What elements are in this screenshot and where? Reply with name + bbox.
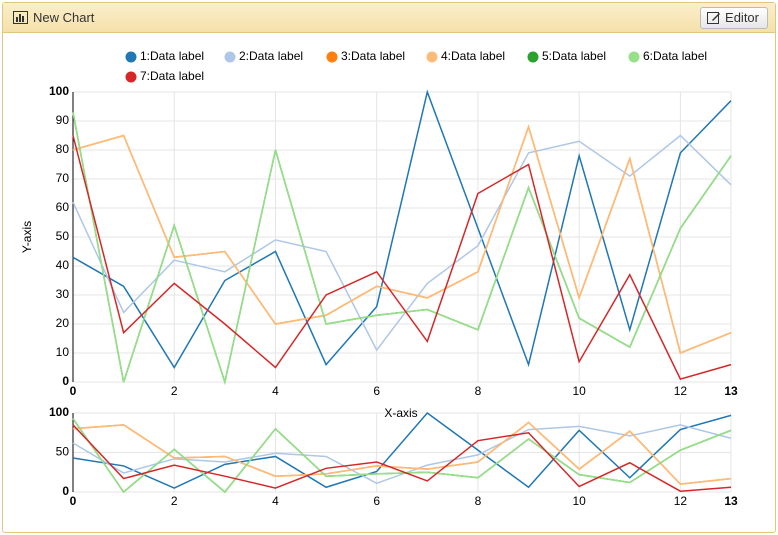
series-line <box>72 89 732 369</box>
x-tick-label: 10 <box>572 494 586 508</box>
legend-dot <box>628 51 640 63</box>
x-tick-label: 8 <box>475 384 482 398</box>
legend-dot <box>224 51 236 63</box>
x-tick-label: 0 <box>70 384 77 398</box>
y-tick-label: 20 <box>56 316 70 330</box>
y-tick-label: 40 <box>56 258 70 272</box>
series-line <box>72 112 732 385</box>
legend-dot <box>326 51 338 63</box>
y-tick-label: 60 <box>56 200 70 214</box>
legend-label: 7:Data label <box>140 69 204 83</box>
series-line <box>72 135 732 380</box>
panel-title: New Chart <box>33 10 95 25</box>
legend-label: 3:Data label <box>341 49 405 63</box>
context-line <box>72 411 732 489</box>
context-line <box>72 421 732 485</box>
x-tick-label: 4 <box>272 494 279 508</box>
y-axis-label: Y-axis <box>20 221 34 253</box>
y-tick-label: 30 <box>56 287 70 301</box>
x-axis-label: X-axis <box>384 406 417 420</box>
legend-dot <box>125 71 137 83</box>
y-tick-label: 80 <box>56 142 70 156</box>
series-line <box>72 134 732 352</box>
y-tick-label: 0 <box>62 374 69 388</box>
x-tick-label: 12 <box>674 384 688 398</box>
x-tick-label: 6 <box>373 384 380 398</box>
legend-dot <box>426 51 438 63</box>
y-tick-label: 50 <box>56 229 70 243</box>
y-tick-label: 10 <box>56 345 70 359</box>
legend-label: 1:Data label <box>140 49 204 63</box>
y-tick-label: 70 <box>56 171 70 185</box>
x-tick-label: 8 <box>475 494 482 508</box>
editor-label: Editor <box>725 10 759 25</box>
x-tick-label: 4 <box>272 384 279 398</box>
x-tick-label: 13 <box>724 494 738 508</box>
legend-label: 4:Data label <box>441 49 505 63</box>
context-line <box>72 424 732 492</box>
x-tick-label: 12 <box>674 494 688 508</box>
x-tick-label: 13 <box>724 384 738 398</box>
chart-icon <box>13 11 28 24</box>
context-line <box>72 424 732 485</box>
y-tick-label: 50 <box>56 445 70 459</box>
x-tick-label: 2 <box>171 494 178 508</box>
y-tick-label: 100 <box>49 405 69 419</box>
legend-label: 5:Data label <box>542 49 606 63</box>
context-line <box>72 418 732 494</box>
x-tick-label: 6 <box>373 494 380 508</box>
series-line <box>72 124 732 355</box>
x-tick-label: 10 <box>572 384 586 398</box>
y-tick-label: 100 <box>49 84 69 98</box>
y-tick-label: 90 <box>56 113 70 127</box>
legend-label: 2:Data label <box>239 49 303 63</box>
y-tick-label: 0 <box>62 484 69 498</box>
legend-label: 6:Data label <box>643 49 707 63</box>
x-tick-label: 0 <box>70 494 77 508</box>
legend-dot <box>125 51 137 63</box>
legend-dot <box>527 51 539 63</box>
x-tick-label: 2 <box>171 384 178 398</box>
panel-header: New Chart Editor <box>3 3 775 33</box>
edit-icon <box>707 12 721 24</box>
editor-button[interactable]: Editor <box>700 7 768 29</box>
